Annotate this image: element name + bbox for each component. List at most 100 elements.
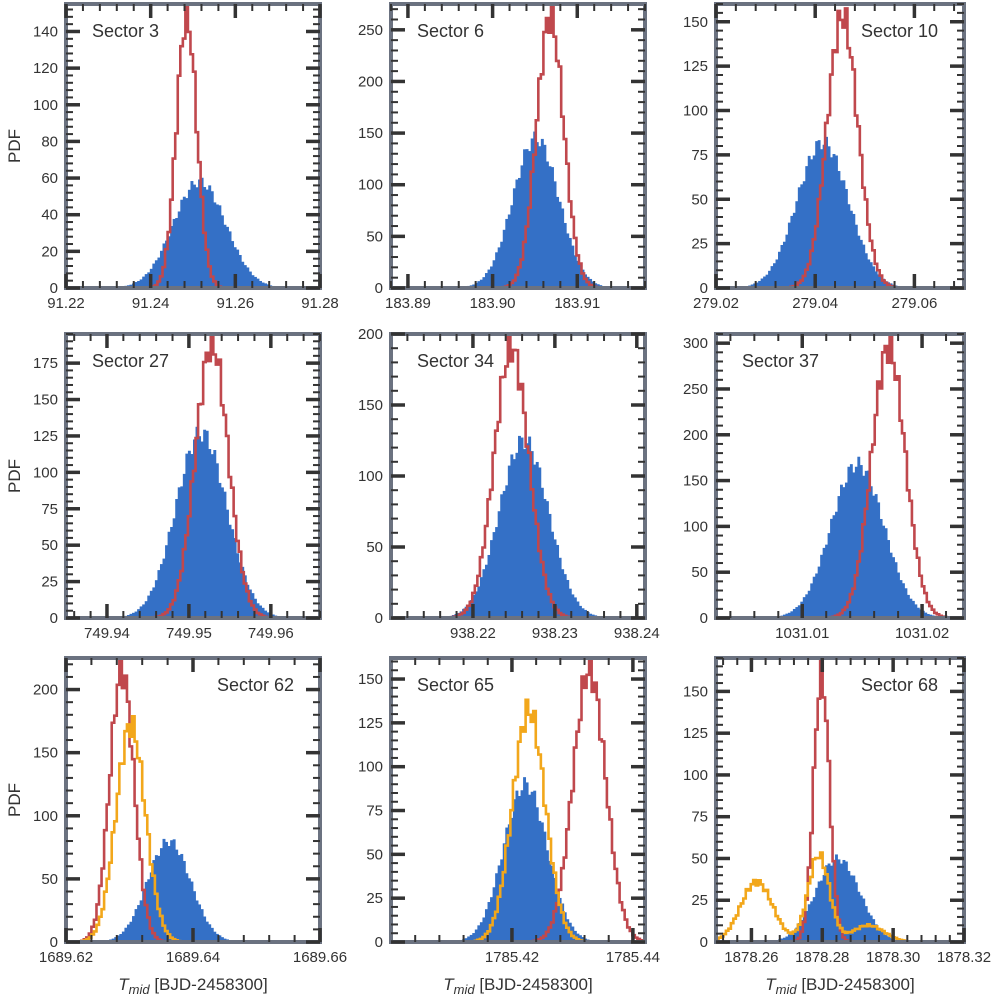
hist-bar xyxy=(479,577,483,618)
y-tick-label: 300 xyxy=(683,335,708,352)
hist-bar xyxy=(548,166,552,288)
hist-bar xyxy=(218,482,222,618)
hist-bar xyxy=(545,501,549,618)
hist-bar xyxy=(203,429,207,618)
sector-label: Sector 10 xyxy=(861,21,938,41)
hist-bar xyxy=(205,921,209,942)
hist-bar xyxy=(261,282,265,288)
y-tick-label: 200 xyxy=(683,427,708,444)
hist-bar xyxy=(149,590,153,618)
hist-bar xyxy=(899,580,903,618)
hist-bar xyxy=(837,171,841,288)
hist-bar xyxy=(802,597,806,618)
plot-frame xyxy=(714,332,966,620)
x-tick-label: 749.94 xyxy=(84,625,130,642)
hist-bar xyxy=(520,437,524,618)
y-tick-label: 150 xyxy=(358,397,383,414)
hist-bar xyxy=(147,272,151,288)
hist-bar xyxy=(525,782,529,942)
x-tick-label: 183.90 xyxy=(470,295,516,312)
y-tick-label: 0 xyxy=(700,610,708,627)
panel-sector-6: 183.89 183.90 183.91 0 50 100 150 200 250 Sector … xyxy=(358,2,647,312)
hist-bar xyxy=(157,570,161,618)
hist-bar xyxy=(822,144,826,288)
hist-bar xyxy=(223,224,227,288)
hist-bar xyxy=(479,279,483,288)
hist-bar xyxy=(862,475,866,618)
hist-bar xyxy=(800,184,804,288)
hist-bar xyxy=(844,482,848,618)
hist-bar xyxy=(507,465,511,618)
hist-bar xyxy=(220,937,224,942)
hist-bar xyxy=(785,613,789,618)
hist-bar xyxy=(467,604,471,618)
hist-bar xyxy=(233,247,237,288)
hist-bar xyxy=(126,924,130,942)
hist-bar xyxy=(847,466,851,618)
sector-label: Sector 27 xyxy=(92,351,169,371)
y-tick-label: 250 xyxy=(683,381,708,398)
hist-bar xyxy=(558,201,562,288)
hist-bar xyxy=(172,218,176,288)
x-tick-label: 1878.30 xyxy=(866,949,920,966)
y-tick-label: 100 xyxy=(683,103,708,120)
hist-bar xyxy=(195,900,199,942)
hist-bar xyxy=(857,456,861,618)
hist-bar xyxy=(159,564,163,618)
x-tick-label: 1878.26 xyxy=(724,949,778,966)
hist-bar xyxy=(198,436,202,618)
plot-frame xyxy=(389,656,647,944)
hist-bar xyxy=(518,435,521,618)
hist-bar xyxy=(869,262,873,288)
hist-bar xyxy=(500,859,504,942)
hist-bar xyxy=(889,937,893,942)
hist-bar xyxy=(820,149,824,288)
hist-bar xyxy=(553,539,557,618)
hist-bar xyxy=(874,271,878,288)
hist-bar xyxy=(877,274,881,288)
hist-bar xyxy=(119,934,123,942)
hist-bar xyxy=(797,187,801,288)
y-tick-label: 150 xyxy=(358,671,383,688)
hist-bar xyxy=(566,579,570,618)
hist-bar xyxy=(842,859,846,942)
hist-bar xyxy=(815,573,819,618)
hist-bar xyxy=(474,591,478,618)
hist-bar xyxy=(172,518,176,618)
x-tick-label: 279.04 xyxy=(792,295,838,312)
hist-bar xyxy=(220,487,224,618)
hist-bar xyxy=(914,604,918,618)
hist-bar xyxy=(180,199,184,288)
y-tick-label: 100 xyxy=(683,767,708,784)
hist-bar xyxy=(882,525,886,618)
plot-frame xyxy=(64,332,322,620)
y-tick-label: 100 xyxy=(33,808,58,825)
hist-bar xyxy=(512,188,516,288)
hist-bar xyxy=(226,509,229,618)
hist-bar xyxy=(790,215,794,288)
y-tick-label: 0 xyxy=(50,280,58,297)
hist-bar xyxy=(916,607,920,618)
y-tick-label: 75 xyxy=(691,809,708,826)
hist-bar xyxy=(561,569,565,618)
hist-bar xyxy=(802,917,806,942)
hist-bar xyxy=(897,572,900,618)
hist-bar xyxy=(507,824,511,942)
hist-bar xyxy=(591,281,595,288)
hist-bar xyxy=(162,838,166,942)
hist-bar xyxy=(528,151,532,288)
hist-bar xyxy=(902,583,905,618)
hist-bar xyxy=(152,263,156,288)
y-axis-label: PDF xyxy=(5,783,24,817)
hist-bar xyxy=(822,547,826,618)
hist-bar xyxy=(877,927,881,942)
hist-bar xyxy=(874,924,878,942)
y-tick-label: 0 xyxy=(700,280,708,297)
hist-bar xyxy=(149,872,153,942)
y-tick-label: 100 xyxy=(33,97,58,114)
hist-bar xyxy=(832,154,836,288)
hist-bar xyxy=(139,279,143,288)
x-tick-label: 1878.28 xyxy=(795,949,849,966)
hist-bar xyxy=(862,244,866,288)
hist-bar xyxy=(170,840,174,942)
